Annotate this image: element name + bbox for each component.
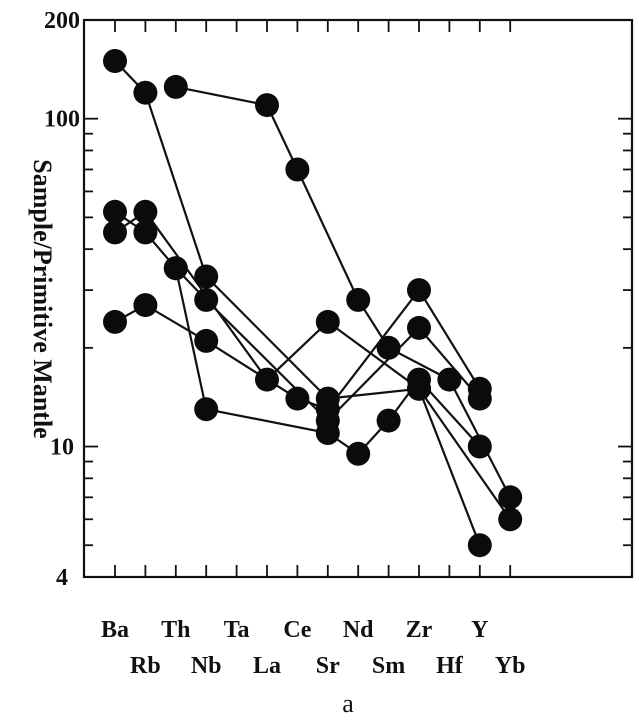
y-tick-label: 100	[44, 107, 80, 133]
data-points	[103, 49, 523, 558]
data-point	[407, 367, 431, 392]
data-point	[255, 367, 279, 392]
y-tick-label: 10	[50, 435, 74, 461]
data-point	[163, 74, 188, 99]
data-point	[194, 328, 219, 353]
x-tick-label: Ta	[224, 617, 250, 643]
data-point	[103, 49, 127, 73]
x-tick-label: Ba	[101, 617, 129, 643]
data-point	[163, 256, 188, 281]
x-tick-label: Sr	[316, 653, 340, 679]
data-point	[103, 309, 127, 334]
figure-caption: a	[342, 689, 354, 718]
data-point	[315, 421, 340, 445]
data-point	[315, 397, 340, 422]
x-tick-label: Zr	[406, 617, 433, 643]
x-tick-label: Hf	[436, 653, 464, 679]
x-tick-label: Yb	[495, 653, 526, 679]
data-point	[346, 441, 371, 466]
y-tick-label: 4	[56, 565, 68, 591]
series-line	[114, 60, 481, 546]
x-tick-label: Nd	[343, 617, 374, 643]
data-point	[437, 367, 462, 392]
x-tick-label: Sm	[372, 653, 405, 679]
y-tick-labels: 200 100 10 4	[44, 8, 80, 591]
x-tick-label: Th	[161, 617, 190, 643]
x-tick-label: Nb	[191, 653, 222, 679]
data-point	[285, 386, 310, 411]
data-point	[133, 220, 158, 245]
series-lines	[114, 60, 512, 546]
data-point	[467, 533, 492, 558]
data-point	[376, 335, 401, 360]
y-tick-label: 200	[44, 8, 80, 34]
data-point	[467, 376, 492, 401]
data-point	[346, 287, 371, 312]
data-point	[498, 485, 523, 510]
data-point	[133, 293, 158, 318]
series-line	[175, 85, 512, 498]
data-point	[103, 220, 127, 245]
x-tick-label: La	[253, 653, 281, 679]
axis-ticks	[84, 19, 632, 578]
data-point	[467, 434, 492, 459]
y-axis-label: Sample/Primitive Mantle	[28, 159, 57, 438]
x-tick-label: Rb	[130, 653, 161, 679]
data-point	[103, 199, 127, 224]
data-point	[315, 309, 340, 334]
data-point	[285, 157, 310, 182]
data-point	[407, 278, 431, 303]
data-point	[133, 80, 158, 105]
data-point	[194, 397, 219, 422]
data-point	[194, 264, 219, 289]
x-tick-label: Ce	[283, 617, 311, 643]
data-point	[376, 408, 401, 433]
data-point	[407, 315, 431, 340]
x-tick-label: Y	[471, 617, 488, 643]
data-point	[498, 507, 523, 532]
data-point	[255, 93, 279, 118]
data-point	[133, 199, 158, 224]
data-point	[194, 287, 219, 312]
